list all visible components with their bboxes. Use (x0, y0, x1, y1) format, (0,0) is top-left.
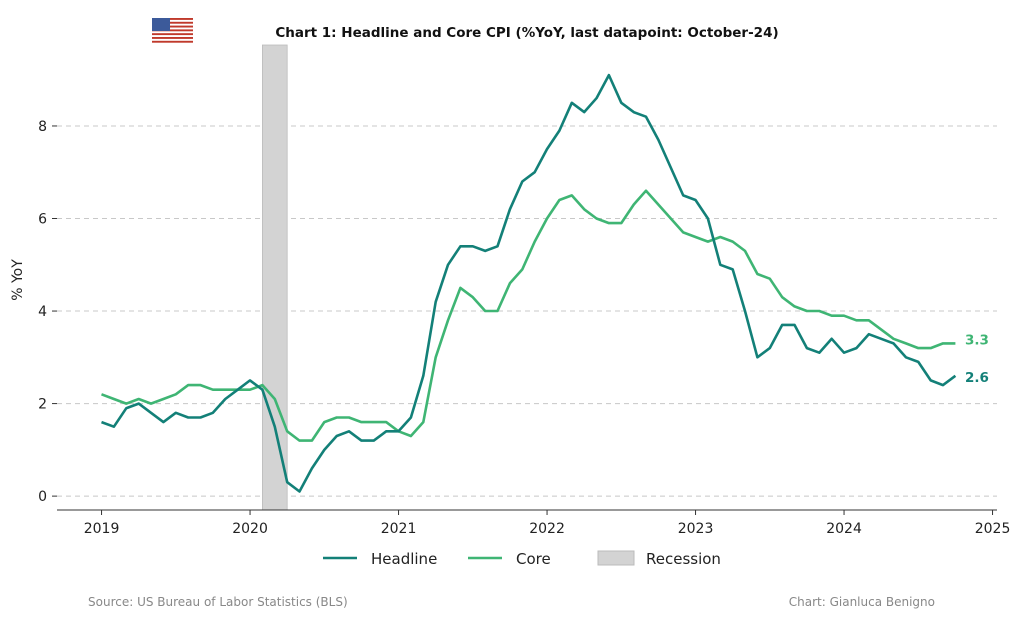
flag-stripe (152, 41, 193, 43)
series-line-headline (102, 75, 956, 491)
legend-label-core: Core (516, 550, 551, 568)
flag-stripe (152, 33, 193, 35)
y-tick-label: 6 (38, 212, 47, 228)
us-flag-icon (152, 18, 193, 43)
legend-label-recession: Recession (646, 550, 721, 568)
y-axis-label: % YoY (10, 259, 26, 301)
x-tick-label: 2025 (975, 521, 1011, 537)
legend-label-headline: Headline (371, 550, 437, 568)
x-tick-label: 2023 (678, 521, 714, 537)
legend-swatch-recession (598, 551, 634, 565)
x-tick-label: 2021 (381, 521, 417, 537)
end-label-core: 3.3 (965, 332, 989, 348)
chart-title: Chart 1: Headline and Core CPI (%YoY, la… (275, 25, 778, 41)
y-tick-label: 2 (38, 397, 47, 413)
recession-shade (262, 45, 287, 510)
y-tick-label: 8 (38, 119, 47, 135)
x-tick-label: 2019 (84, 521, 120, 537)
y-tick-label: 4 (38, 304, 47, 320)
x-tick-label: 2024 (826, 521, 862, 537)
y-tick-label: 0 (38, 489, 47, 505)
x-tick-label: 2022 (529, 521, 565, 537)
footer-source: Source: US Bureau of Labor Statistics (B… (88, 595, 348, 609)
footer-credit: Chart: Gianluca Benigno (789, 595, 935, 609)
x-tick-label: 2020 (232, 521, 268, 537)
end-label-headline: 2.6 (965, 370, 989, 386)
flag-stripe (152, 37, 193, 39)
flag-canton (152, 18, 170, 31)
